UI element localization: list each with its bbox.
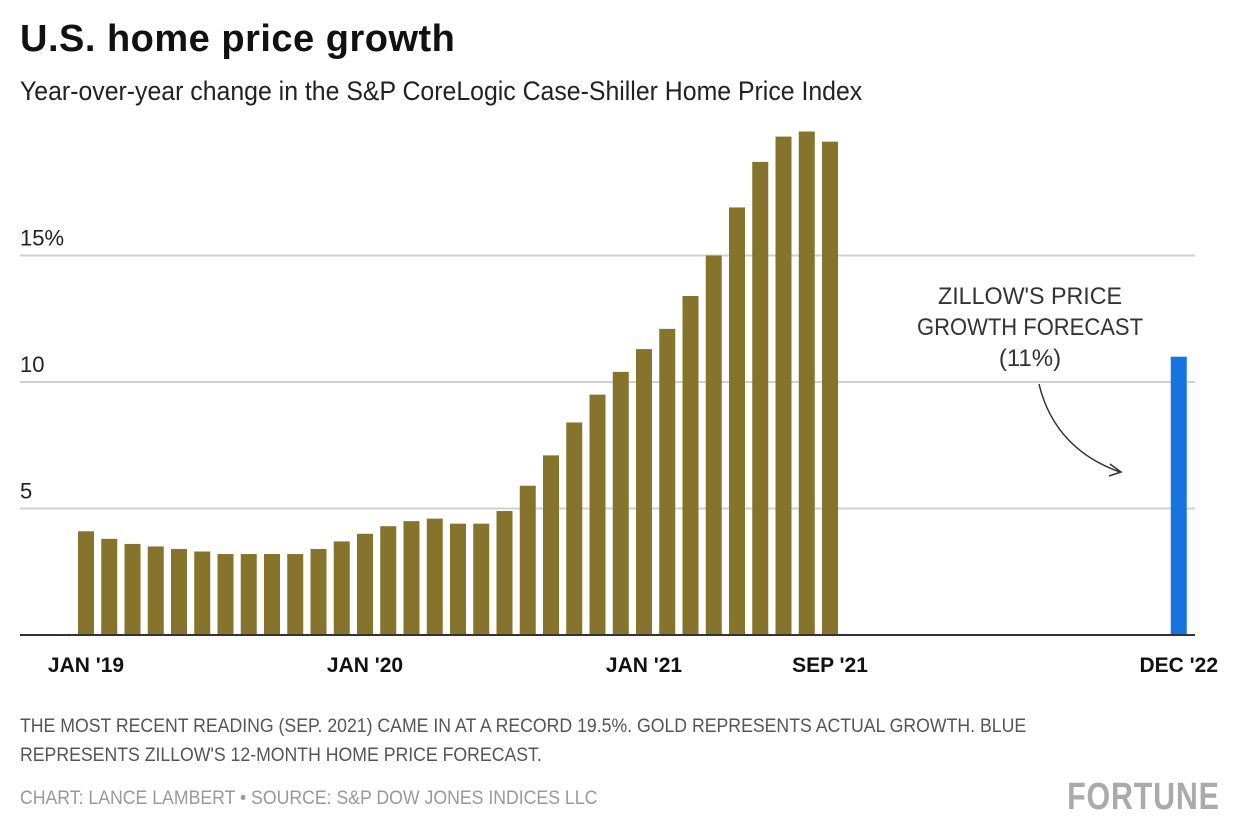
x-axis: JAN '19 JAN '20 JAN '21 SEP '21 DEC '22 <box>20 634 1218 677</box>
bar-2019-03 <box>124 543 141 635</box>
bar-chart: 5 10 15% JAN '19 JAN '20 JAN '21 SEP '21 DEC '… <box>20 131 1218 677</box>
fortune-logo: FORTUNE <box>1067 776 1220 818</box>
bar-2022-12 <box>1170 356 1187 635</box>
bar-2020-02 <box>380 526 397 635</box>
bar-2020-03 <box>403 521 420 635</box>
bar-2019-04 <box>147 546 164 635</box>
bar-2020-11 <box>589 394 606 635</box>
annotation-line-2: GROWTH FORECAST <box>917 314 1143 341</box>
bar-2021-08 <box>798 131 815 635</box>
bar-2021-07 <box>775 136 792 635</box>
bar-2021-04 <box>705 255 722 635</box>
y-tick-label: 5 <box>20 479 32 504</box>
bar-2021-05 <box>729 207 745 635</box>
bars <box>78 131 1187 635</box>
bar-2020-04 <box>426 518 443 635</box>
bar-2021-02 <box>659 328 676 635</box>
annotation-arrow-icon <box>1038 383 1121 473</box>
forecast-annotation: ZILLOW'S PRICE GROWTH FORECAST (11%) <box>917 283 1143 477</box>
bar-2021-09 <box>822 141 838 635</box>
bar-2020-01 <box>357 533 373 635</box>
chart-title: U.S. home price growth <box>20 18 456 60</box>
bar-2019-02 <box>101 538 118 635</box>
x-tick-label: SEP '21 <box>792 654 868 677</box>
chart-note: THE MOST RECENT READING (SEP. 2021) CAME… <box>20 716 1027 766</box>
bar-2019-10 <box>287 554 304 635</box>
annotation-line-3: (11%) <box>999 345 1061 372</box>
bar-2019-08 <box>240 554 257 635</box>
bar-2021-06 <box>752 161 769 635</box>
bar-2020-07 <box>496 511 513 635</box>
chart-subtitle: Year-over-year change in the S&P CoreLog… <box>20 76 863 106</box>
bar-2021-01 <box>636 349 652 635</box>
bar-2021-03 <box>682 295 699 635</box>
bar-2020-09 <box>543 455 559 635</box>
x-tick-label: DEC '22 <box>1139 654 1218 677</box>
gridlines: 5 10 15% <box>20 226 1195 510</box>
arrowhead-icon <box>1108 463 1123 477</box>
bar-2019-05 <box>171 548 187 635</box>
bar-2019-06 <box>194 551 211 635</box>
bar-2019-01 <box>78 531 94 635</box>
bar-2020-10 <box>566 422 583 635</box>
bar-2019-12 <box>333 541 350 635</box>
y-tick-label: 15% <box>20 226 64 251</box>
bar-2019-11 <box>310 548 327 635</box>
x-tick-label: JAN '19 <box>48 654 124 677</box>
y-tick-label: 10 <box>20 352 44 377</box>
x-tick-label: JAN '21 <box>606 654 683 677</box>
bar-2020-05 <box>450 523 466 635</box>
bar-2020-12 <box>612 371 629 635</box>
x-tick-label: JAN '20 <box>327 654 403 677</box>
chart-credit: CHART: LANCE LAMBERT • SOURCE: S&P DOW J… <box>20 788 598 809</box>
annotation-line-1: ZILLOW'S PRICE <box>938 283 1122 310</box>
bar-2020-06 <box>473 523 490 635</box>
bar-2019-07 <box>217 554 234 635</box>
bar-2020-08 <box>519 485 536 635</box>
bar-2019-09 <box>264 554 280 635</box>
